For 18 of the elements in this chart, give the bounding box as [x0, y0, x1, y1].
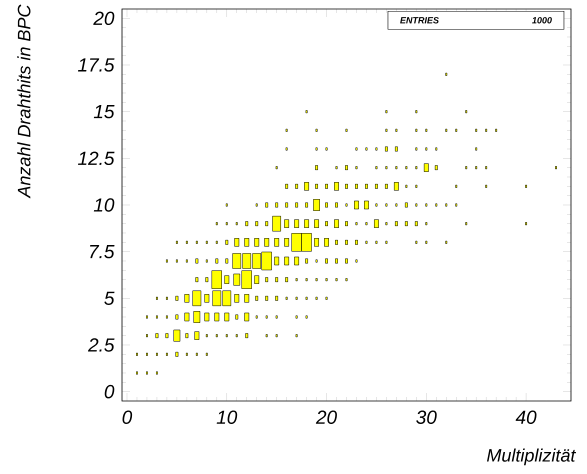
y-tick-label: 2.5 — [88, 338, 115, 352]
y-tick-label: 10 — [94, 198, 114, 212]
y-tick-label: 15 — [94, 105, 115, 118]
y-tick-label: 5 — [104, 292, 115, 305]
y-tick-label: 20 — [93, 12, 114, 26]
x-tick-label: 20 — [316, 410, 337, 424]
x-tick-label: 10 — [216, 410, 238, 424]
x-tick-label: 30 — [416, 410, 437, 424]
y-tick-label: 0 — [104, 384, 114, 398]
x-axis-title: Multiplizität — [486, 448, 576, 466]
y-axis-title: Anzahl Drahthits in BPC — [17, 4, 30, 199]
y-tick-label: 12.5 — [78, 152, 115, 166]
y-tick-label: 17.5 — [78, 58, 115, 72]
x-tick-label: 0 — [122, 410, 132, 424]
x-tick-label: 40 — [516, 410, 536, 424]
annotation: 1000 — [532, 17, 552, 24]
annotation: ENTRIES — [400, 17, 439, 24]
y-tick-label: 7.5 — [90, 245, 115, 258]
